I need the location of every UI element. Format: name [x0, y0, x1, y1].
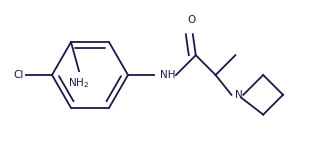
Text: NH$_2$: NH$_2$: [68, 76, 90, 90]
Text: O: O: [188, 15, 196, 25]
Text: N: N: [236, 90, 243, 100]
Text: Cl: Cl: [14, 70, 24, 80]
Text: NH: NH: [160, 70, 176, 80]
